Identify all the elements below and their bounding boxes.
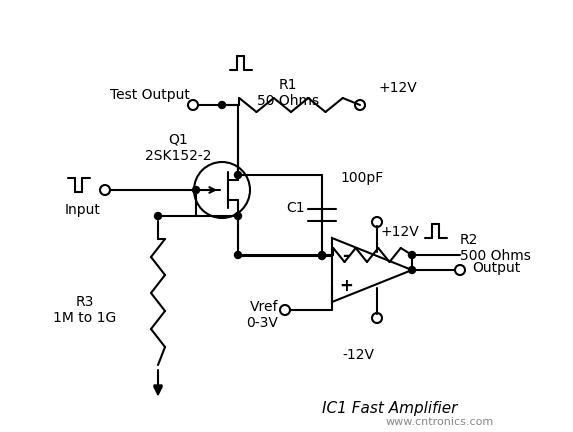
Circle shape [234,251,241,258]
Text: Test Output: Test Output [110,88,190,102]
Text: Output: Output [472,261,520,275]
Text: R3
1M to 1G: R3 1M to 1G [53,295,117,325]
Text: +12V: +12V [380,225,419,239]
Text: C1: C1 [286,201,305,215]
Text: -: - [343,247,350,265]
Text: R1
50 Ohms: R1 50 Ohms [257,78,319,108]
Text: IC1 Fast Amplifier: IC1 Fast Amplifier [322,400,458,416]
Text: R2
500 Ohms: R2 500 Ohms [460,233,531,263]
Text: +12V: +12V [378,81,417,95]
Text: -12V: -12V [342,348,374,362]
Text: +: + [339,277,353,295]
Text: 100pF: 100pF [340,171,383,185]
Text: Input: Input [64,203,100,217]
Circle shape [193,187,199,194]
Circle shape [409,267,415,273]
Circle shape [155,213,162,219]
FancyArrow shape [154,385,162,395]
Circle shape [234,213,241,219]
Text: Vref
0-3V: Vref 0-3V [246,300,278,330]
Circle shape [218,102,226,108]
Circle shape [409,251,415,258]
Circle shape [319,251,325,258]
Text: Q1
2SK152-2: Q1 2SK152-2 [145,133,211,163]
Circle shape [319,252,325,260]
Circle shape [234,172,241,178]
Text: www.cntronics.com: www.cntronics.com [386,417,494,427]
